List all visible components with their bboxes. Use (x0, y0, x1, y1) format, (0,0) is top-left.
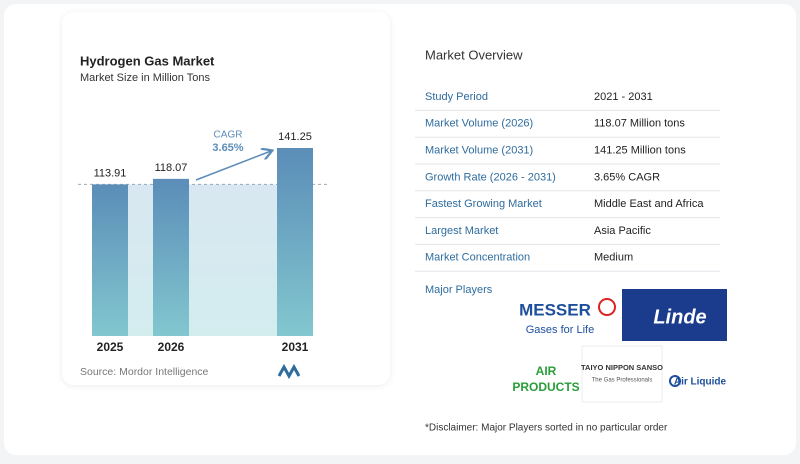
logo-icon (598, 298, 616, 316)
row-label: Study Period (425, 91, 488, 103)
x-tick-label: 2026 (158, 340, 185, 354)
chart-subtitle: Market Size in Million Tons (80, 72, 211, 84)
row-label: Fastest Growing Market (425, 198, 542, 210)
annotation-label: CAGR (214, 130, 243, 141)
cagr-arrow (195, 151, 271, 181)
value-label: 113.91 (94, 167, 127, 179)
background-band (92, 184, 313, 336)
bar (277, 148, 313, 336)
source: Source: Mordor Intelligence (80, 366, 209, 378)
overview-table: Study Period 2021 - 2031 Market Volume (20… (415, 91, 720, 272)
logo-icon (669, 375, 681, 387)
row-value: Middle East and Africa (594, 198, 704, 210)
row-label: Growth Rate (2026 - 2031) (425, 171, 556, 183)
brand-logo (277, 363, 301, 380)
logo-text: Air Liquide (674, 377, 727, 388)
logo-text: Gases for Life (526, 324, 594, 336)
value-label: 141.25 (278, 131, 312, 143)
x-tick-label: 2025 (97, 340, 124, 354)
logo-linde (622, 289, 727, 341)
logo-text: PRODUCTS (512, 380, 579, 394)
logo-taiyo (581, 345, 663, 403)
bar (92, 184, 128, 336)
row-value: Medium (594, 252, 633, 264)
annotation-value: 3.65% (212, 142, 243, 154)
row-label: Largest Market (425, 225, 498, 237)
value-label: 118.07 (155, 162, 188, 174)
row-value: 2021 - 2031 (594, 91, 653, 103)
row-label: Market Volume (2031) (425, 145, 533, 157)
players-title: Major Players (425, 284, 493, 296)
row-value: 118.07 Million tons (594, 118, 685, 130)
disclaimer: *Disclaimer: Major Players sorted in no … (425, 423, 668, 434)
x-tick-label: 2031 (282, 340, 309, 354)
overview-title: Market Overview (425, 47, 523, 62)
chart-title: Hydrogen Gas Market (80, 53, 215, 68)
row-value: Asia Pacific (594, 225, 651, 237)
logo-text: AIR (536, 364, 557, 378)
logo-text: TAIYO NIPPON SANSO (581, 363, 663, 372)
logo-text: Linde (653, 306, 706, 328)
logo-messer (512, 287, 618, 340)
row-label: Market Volume (2026) (425, 118, 533, 130)
logo-text: MESSER (519, 300, 591, 319)
row-label: Market Concentration (425, 252, 530, 264)
row-value: 3.65% CAGR (594, 171, 660, 183)
player-logos: MESSER Gases for Life Linde AIR PRODUCTS… (512, 287, 727, 403)
bar (153, 178, 189, 336)
plot: 113.91 2025 118.07 2026 141.25 2031 (78, 131, 330, 354)
row-value: 141.25 Million tons (594, 145, 686, 157)
logo-text: The Gas Professionals (592, 378, 653, 384)
